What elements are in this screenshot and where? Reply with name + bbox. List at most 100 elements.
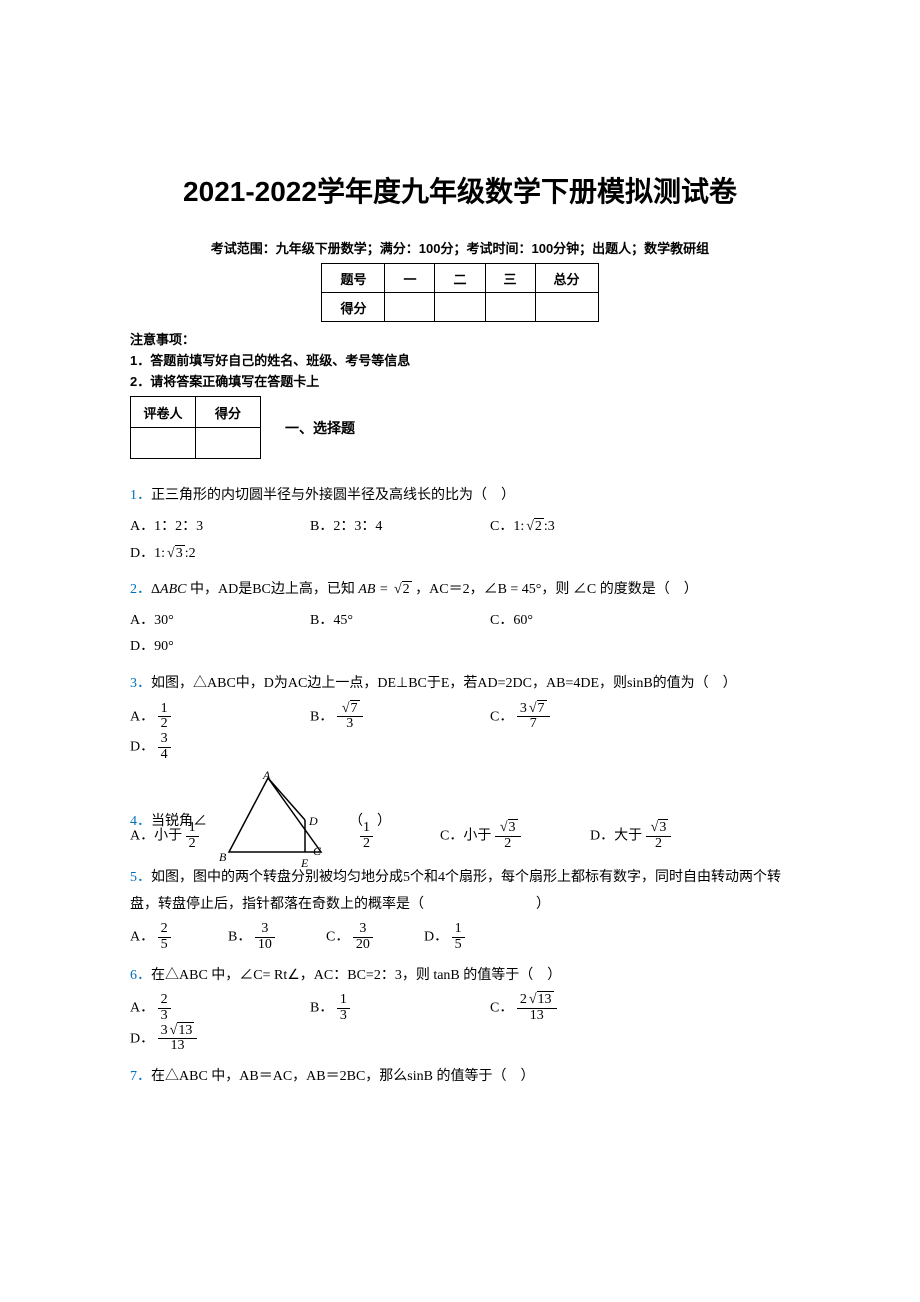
- q2-angleB: ∠B = 45°: [484, 582, 542, 597]
- sqrt: 2: [392, 577, 412, 604]
- numerator: 313: [158, 1024, 198, 1040]
- numerator: 1: [337, 993, 350, 1009]
- option-label: A．: [130, 930, 154, 945]
- score-header-cell: 三: [485, 264, 535, 293]
- options: A． 25 B． 310 C． 320 D． 15: [130, 922, 790, 952]
- radicand: 7: [537, 700, 547, 716]
- score-row-label: 得分: [322, 293, 385, 322]
- option-label: C．小于: [440, 828, 491, 843]
- triangle-figure: A B C D E: [213, 772, 343, 873]
- question-number: 3．: [130, 676, 151, 691]
- question-1: 1．正三角形的内切圆半径与外接圆半径及高线长的比为（ ） A．1：2：3 B．2…: [130, 483, 790, 567]
- sqrt: 2: [524, 514, 544, 541]
- score-header-cell: 题号: [322, 264, 385, 293]
- question-number: 6．: [130, 968, 151, 983]
- option: C． 377: [490, 702, 670, 732]
- option: 12: [360, 821, 440, 851]
- fig-label-e: E: [301, 852, 308, 875]
- denominator: 3: [337, 1009, 350, 1024]
- radicand: 2: [402, 581, 412, 597]
- fraction: 310: [255, 922, 275, 952]
- option: A．30°: [130, 608, 310, 635]
- question-3: 3．如图，△ABC中，D为AC边上一点，DE⊥BC于E，若AD=2DC，AB=4…: [130, 671, 790, 762]
- grader-row: 评卷人 得分 一、选择题: [130, 396, 790, 459]
- notes: 注意事项： 1．答题前填写好自己的姓名、班级、考号等信息 2．请将答案正确填写在…: [130, 330, 790, 392]
- q2-part: ，则: [541, 582, 573, 597]
- exam-page: 2021-2022学年度九年级数学下册模拟测试卷 考试范围：九年级下册数学；满分…: [0, 0, 920, 1302]
- sqrt: 13: [527, 993, 554, 1008]
- exam-meta: 考试范围：九年级下册数学；满分：100分；考试时间：100分钟；出题人；数学教研…: [130, 238, 790, 257]
- option-label: D．: [130, 739, 154, 754]
- section-heading: 一、选择题: [285, 418, 355, 438]
- numerator: 2: [158, 922, 171, 938]
- q2-ab: AB =: [358, 582, 392, 597]
- option-label: C．: [490, 709, 513, 724]
- numerator: 37: [517, 702, 550, 718]
- option: A． 12: [130, 702, 310, 732]
- radicand: 3: [658, 819, 668, 835]
- option-label: A．小于: [130, 828, 182, 843]
- q2-angleC: ∠C: [573, 582, 596, 597]
- fraction: 320: [353, 922, 373, 952]
- option-label: D．: [424, 930, 448, 945]
- fraction: 15: [452, 922, 465, 952]
- fig-label-d: D: [309, 810, 318, 833]
- fraction: 25: [158, 922, 171, 952]
- sqrt: 7: [527, 702, 547, 717]
- fraction: 31313: [158, 1024, 198, 1054]
- grader-cell: 得分: [196, 397, 261, 428]
- options: A． 23 B． 13 C． 21313 D． 31313: [130, 993, 790, 1054]
- denominator: 2: [495, 837, 521, 852]
- q2-part: 的度数是（ ）: [596, 582, 698, 597]
- score-header-cell: 二: [435, 264, 485, 293]
- option: A． 25: [130, 922, 228, 952]
- grader-table: 评卷人 得分: [130, 396, 261, 459]
- notes-line: 2．请将答案正确填写在答题卡上: [130, 372, 790, 393]
- option-text: :2: [185, 546, 196, 561]
- q2-abc: ABC: [160, 582, 186, 597]
- option-label: B．: [310, 709, 333, 724]
- fraction: 12: [360, 821, 373, 851]
- option: D． 15: [424, 922, 522, 952]
- option: D． 31313: [130, 1024, 310, 1054]
- question-text: 正三角形的内切圆半径与外接圆半径及高线长的比为（ ）: [151, 488, 515, 503]
- question-text: 在△ABC 中，∠C= Rt∠，AC：BC=2：3，则 tanB 的值等于（ ）: [151, 968, 561, 983]
- table-row: [131, 428, 261, 459]
- fraction: 12: [186, 821, 199, 851]
- numerator: 3: [255, 922, 275, 938]
- option: A． 23: [130, 993, 310, 1023]
- fraction: 23: [158, 993, 171, 1023]
- question-6: 6．在△ABC 中，∠C= Rt∠，AC：BC=2：3，则 tanB 的值等于（…: [130, 963, 790, 1054]
- score-cell: [385, 293, 435, 322]
- grader-cell: 评卷人: [131, 397, 196, 428]
- option: D．1:3:2: [130, 541, 310, 568]
- table-row: 评卷人 得分: [131, 397, 261, 428]
- denominator: 7: [517, 717, 550, 732]
- numerator: 3: [353, 922, 373, 938]
- numerator: 3: [158, 732, 171, 748]
- denominator: 2: [186, 837, 199, 852]
- denominator: 13: [158, 1039, 198, 1054]
- question-number: 2．: [130, 582, 151, 597]
- notes-line: 1．答题前填写好自己的姓名、班级、考号等信息: [130, 351, 790, 372]
- coef: 3: [161, 1023, 168, 1038]
- q2-part: ，AC＝2，: [412, 582, 484, 597]
- question-text: 如图，△ABC中，D为AC边上一点，DE⊥BC于E，若AD=2DC，AB=4DE…: [151, 676, 737, 691]
- option-label: D．大于: [590, 828, 642, 843]
- sqrt: 13: [168, 1024, 195, 1039]
- denominator: 5: [158, 938, 171, 953]
- radicand: 3: [175, 545, 185, 561]
- option-label: B．: [228, 930, 251, 945]
- option-label: C．: [490, 1001, 513, 1016]
- option-label: A．: [130, 1001, 154, 1016]
- question-4: 4．当锐角∠ A B C D E （ ） A．小于 12: [130, 772, 790, 851]
- score-cell: [435, 293, 485, 322]
- triangle-svg: [213, 772, 343, 862]
- option: B． 73: [310, 702, 490, 732]
- denominator: 10: [255, 938, 275, 953]
- notes-label: 注意事项：: [130, 330, 790, 351]
- table-row: 题号 一 二 三 总分: [322, 264, 598, 293]
- sqrt: 3: [498, 821, 518, 836]
- denominator: 2: [646, 837, 672, 852]
- grader-blank: [196, 428, 261, 459]
